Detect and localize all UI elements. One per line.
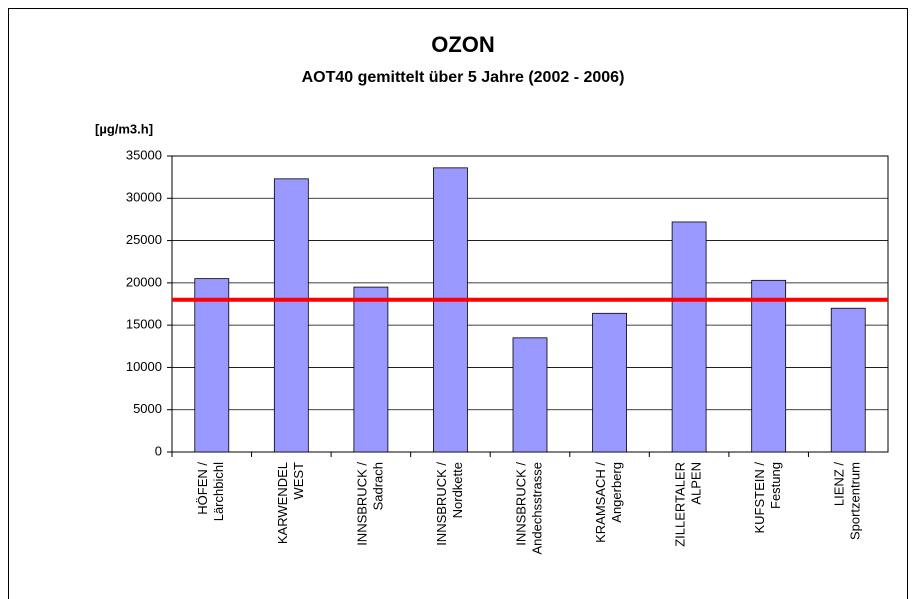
x-tick-label: WEST <box>291 462 306 500</box>
bar <box>433 167 468 453</box>
x-tick-label: Sadrach <box>370 462 385 510</box>
bar <box>194 278 230 453</box>
bar <box>671 221 707 453</box>
x-tick-label: ZILLERTALER <box>673 462 688 547</box>
x-tick-label: INNSBRUCK / <box>513 462 528 546</box>
x-tick-label: HÖFEN / <box>195 462 210 515</box>
x-tick-label: Festung <box>768 462 783 509</box>
x-tick-label: Sportzentrum <box>848 462 863 540</box>
x-tick-label: Angerberg <box>609 462 624 523</box>
y-tick-label: 10000 <box>126 359 162 374</box>
x-tick-label: INNSBRUCK / <box>354 462 369 546</box>
x-tick-label: Andechsstrasse <box>529 462 544 555</box>
bar <box>512 337 548 453</box>
y-tick-label: 5000 <box>133 401 162 416</box>
x-tick-label: KARWENDEL <box>275 462 290 544</box>
bar <box>751 279 787 453</box>
y-axis-label: [µg/m3.h] <box>95 121 153 136</box>
y-tick-label: 30000 <box>126 190 162 205</box>
x-tick-label: Lärchbichl <box>211 462 226 521</box>
chart-subtitle: AOT40 gemittelt über 5 Jahre (2002 - 200… <box>302 69 625 86</box>
x-tick-label: LIENZ / <box>832 462 847 506</box>
x-tick-label: Nordkette <box>450 462 465 518</box>
bar <box>830 307 866 453</box>
x-tick-label: KRAMSACH / <box>593 462 608 543</box>
y-tick-label: 20000 <box>126 274 162 289</box>
bar <box>353 286 389 453</box>
bar <box>592 312 627 453</box>
bar <box>273 178 309 453</box>
x-tick-label: ALPEN <box>689 462 704 505</box>
y-tick-label: 35000 <box>126 147 162 162</box>
x-tick-label: INNSBRUCK / <box>434 462 449 546</box>
chart-title: OZON <box>431 32 495 57</box>
x-tick-label: KUFSTEIN / <box>752 462 767 534</box>
y-tick-label: 0 <box>155 443 162 458</box>
y-tick-label: 25000 <box>126 232 162 247</box>
y-tick-label: 15000 <box>126 317 162 332</box>
